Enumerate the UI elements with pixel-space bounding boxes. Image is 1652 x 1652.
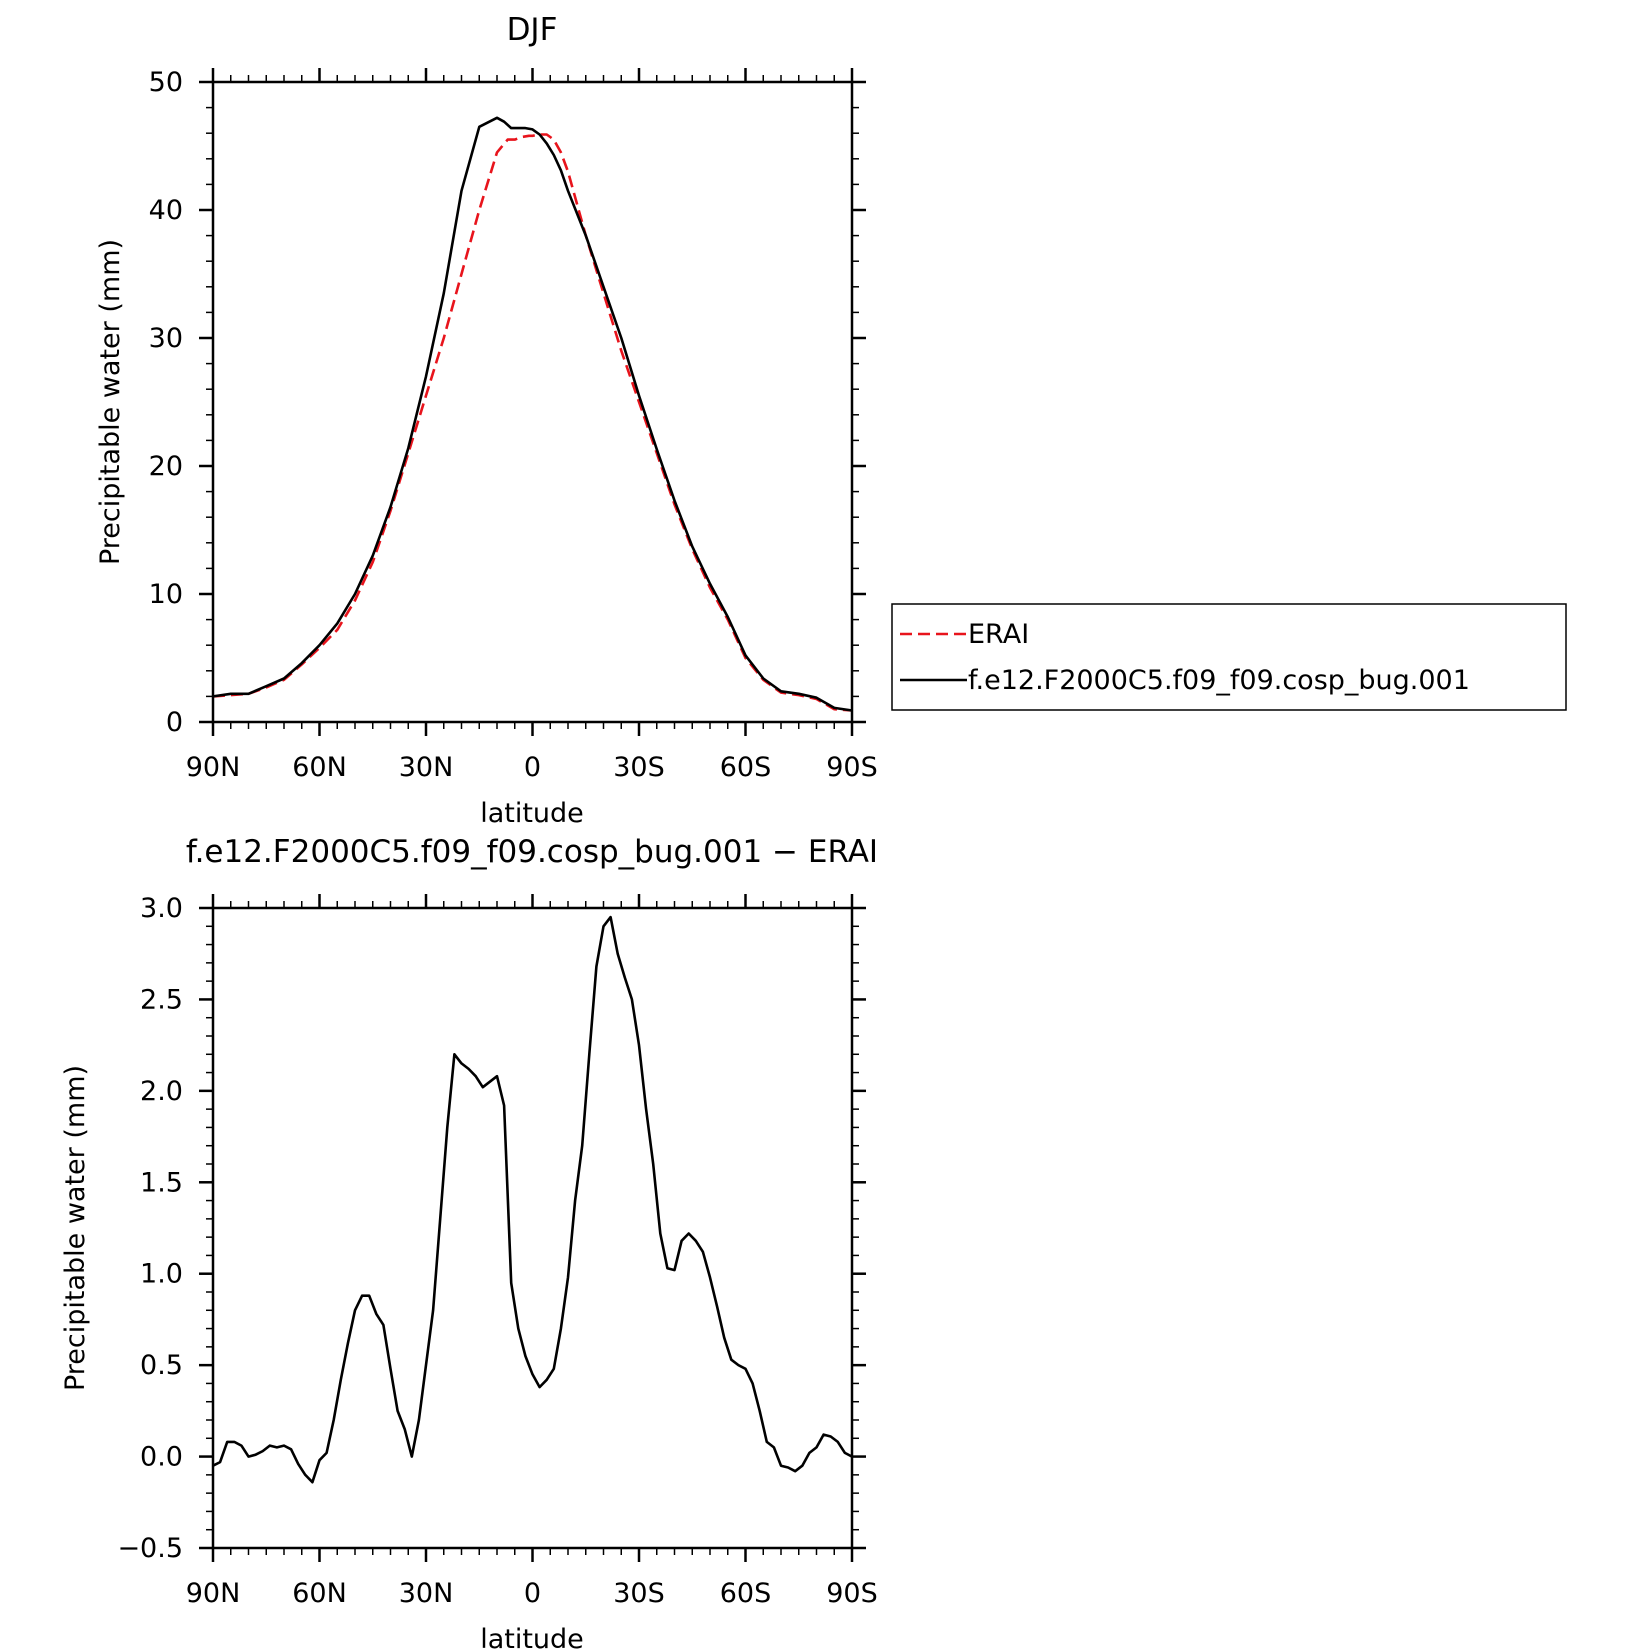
bottom-panel: f.e12.F2000C5.f09_f09.cosp_bug.001 − ERA… [60, 834, 878, 1652]
top-series-lines [212, 116, 853, 712]
top-y-tick-label: 40 [149, 195, 183, 226]
top-x-tick-label: 30N [399, 752, 454, 783]
bottom-y-tick-labels: −0.5 0.0 0.5 1.0 1.5 2.0 2.5 3.0 [117, 893, 183, 1564]
top-plot-frame [211, 80, 854, 724]
top-x-tick-label: 60S [720, 752, 772, 783]
bot-x-tick-label: 90N [186, 1578, 241, 1609]
bot-y-tick-label: 1.5 [140, 1167, 183, 1198]
top-y-tick-label: 50 [149, 67, 183, 98]
top-y-axis-label: Precipitable water (mm) [95, 239, 126, 565]
bot-y-tick-label: 2.0 [140, 1076, 183, 1107]
top-y-tick-label: 20 [149, 451, 183, 482]
legend-label-erai: ERAI [968, 619, 1029, 650]
bot-y-tick-label: 2.5 [140, 984, 183, 1015]
bot-x-tick-label: 30N [399, 1578, 454, 1609]
top-x-tick-label: 30S [613, 752, 665, 783]
top-panel: DJF 0 10 20 30 40 50 90N 60N 30N 0 30S 60S 90S lati… [95, 12, 878, 829]
top-y-tick-label: 10 [149, 579, 183, 610]
top-y-tick-labels: 0 10 20 30 40 50 [149, 67, 183, 738]
bot-x-tick-label: 60N [292, 1578, 347, 1609]
bot-x-tick-label: 90S [826, 1578, 878, 1609]
bottom-x-axis-label: latitude [480, 1624, 584, 1652]
top-x-tick-labels: 90N 60N 30N 0 30S 60S 90S [186, 752, 878, 783]
legend-label-model: f.e12.F2000C5.f09_f09.cosp_bug.001 [968, 665, 1470, 696]
bot-x-tick-label: 30S [613, 1578, 665, 1609]
bottom-y-axis-label: Precipitable water (mm) [60, 1065, 91, 1391]
bot-y-tick-label: 3.0 [140, 893, 183, 924]
bot-series-line-difference [212, 915, 853, 1484]
top-panel-title: DJF [507, 12, 558, 48]
top-y-tick-label: 0 [166, 707, 183, 738]
bottom-x-tick-labels: 90N 60N 30N 0 30S 60S 90S [186, 1578, 878, 1609]
bot-y-tick-label: 0.0 [140, 1442, 183, 1473]
top-x-tick-label: 90S [826, 752, 878, 783]
top-x-tick-label: 0 [524, 752, 541, 783]
top-x-tick-label: 90N [186, 752, 241, 783]
bot-x-tick-label: 0 [524, 1578, 541, 1609]
bottom-plot-frame [211, 906, 854, 1550]
bot-x-tick-label: 60S [720, 1578, 772, 1609]
bot-y-tick-label: 0.5 [140, 1350, 183, 1381]
top-x-tick-label: 60N [292, 752, 347, 783]
bottom-panel-title: f.e12.F2000C5.f09_f09.cosp_bug.001 − ERA… [186, 834, 878, 870]
bot-y-tick-label: 1.0 [140, 1259, 183, 1290]
top-y-tick-label: 30 [149, 323, 183, 354]
bot-y-tick-label: −0.5 [117, 1533, 183, 1564]
bottom-series-lines [212, 915, 853, 1484]
legend: ERAI f.e12.F2000C5.f09_f09.cosp_bug.001 [891, 603, 1567, 711]
top-x-axis-label: latitude [480, 798, 584, 829]
legend-box [891, 603, 1567, 711]
top-series-line-model [212, 116, 853, 712]
